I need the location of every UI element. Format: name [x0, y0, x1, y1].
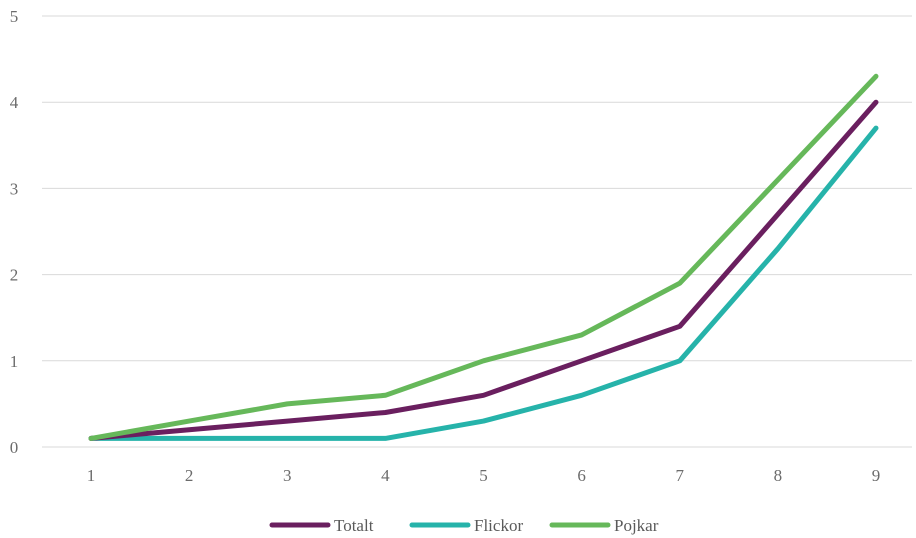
y-tick-label: 0	[10, 438, 19, 457]
legend-label: Totalt	[334, 516, 374, 535]
y-tick-label: 2	[10, 266, 19, 285]
y-tick-label: 5	[10, 7, 19, 26]
x-tick-label: 8	[774, 466, 783, 485]
legend-item-pojkar: Pojkar	[549, 516, 659, 535]
y-tick-label: 1	[10, 352, 19, 371]
series-line-flickor	[88, 125, 879, 441]
legend-item-flickor: Flickor	[409, 516, 523, 535]
x-tick-label: 4	[381, 466, 390, 485]
y-axis-tick-labels: 0 1 2 3 4 5	[10, 7, 19, 457]
series-lines	[88, 73, 879, 441]
x-tick-label: 7	[676, 466, 685, 485]
x-tick-label: 2	[185, 466, 194, 485]
legend: Totalt Flickor Pojkar	[269, 516, 659, 535]
legend-label: Flickor	[474, 516, 523, 535]
series-line-totalt	[88, 99, 879, 441]
gridlines	[42, 15, 912, 448]
legend-item-totalt: Totalt	[269, 516, 374, 535]
y-tick-label: 4	[10, 93, 19, 112]
x-tick-label: 6	[577, 466, 586, 485]
x-tick-label: 3	[283, 466, 292, 485]
y-tick-label: 3	[10, 179, 19, 198]
series-line-pojkar	[88, 73, 879, 441]
x-tick-label: 1	[87, 466, 96, 485]
x-axis-tick-labels: 1 2 3 4 5 6 7 8 9	[87, 466, 881, 485]
x-tick-label: 9	[872, 466, 881, 485]
x-tick-label: 5	[479, 466, 488, 485]
legend-label: Pojkar	[614, 516, 659, 535]
